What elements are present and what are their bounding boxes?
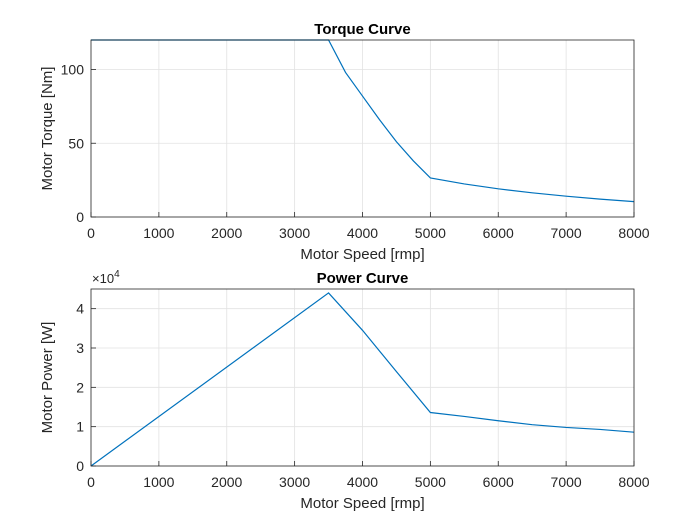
torque-x-tick-label: 0 [87,225,95,241]
power-x-tick-label: 5000 [415,474,446,490]
power-x-tick-label: 6000 [483,474,514,490]
power-x-tick-label: 3000 [279,474,310,490]
power-x-tick-label: 1000 [143,474,174,490]
power-y-tick-label: 0 [76,458,84,474]
torque-x-tick-label: 3000 [279,225,310,241]
torque-y-tick-label: 0 [76,209,84,225]
torque-chart-title: Torque Curve [314,21,410,38]
torque-x-tick-label: 2000 [211,225,242,241]
torque-plot-frame [90,39,635,218]
torque-x-tick-label: 5000 [415,225,446,241]
power-x-tick-label: 4000 [347,474,378,490]
torque-y-tick-label: 50 [68,135,84,151]
power-y-exponent-label: ×104 [92,269,120,286]
power-y-tick-label: 1 [76,419,84,435]
power-y-tick-label: 3 [76,340,84,356]
torque-chart: 0 1000 2000 3000 4000 5000 6000 7000 8000 0 50 100… [39,21,650,263]
torque-x-tick-label: 7000 [551,225,582,241]
power-x-tick-label: 7000 [551,474,582,490]
torque-x-tick-label: 4000 [347,225,378,241]
torque-x-tick-label: 8000 [618,225,649,241]
torque-x-axis-label: Motor Speed [rmp] [300,246,424,263]
torque-x-tick-label: 6000 [483,225,514,241]
power-chart-title: Power Curve [317,270,409,287]
torque-y-tick-label: 100 [61,62,85,78]
power-y-axis-label: Motor Power [W] [39,322,56,434]
power-chart: 0 1000 2000 3000 4000 5000 6000 7000 8000 01234 … [39,269,650,512]
torque-series-line [91,39,635,203]
power-x-tick-label: 2000 [211,474,242,490]
power-x-tick-label: 0 [87,474,95,490]
power-plot-frame [90,288,635,467]
power-x-tick-label: 8000 [618,474,649,490]
power-y-tick-label: 4 [76,301,84,317]
power-y-tick-label: 2 [76,379,84,395]
torque-y-axis-label: Motor Torque [Nm] [39,67,56,191]
torque-x-tick-label: 1000 [143,225,174,241]
power-x-axis-label: Motor Speed [rmp] [300,495,424,512]
power-series-line [90,292,635,467]
